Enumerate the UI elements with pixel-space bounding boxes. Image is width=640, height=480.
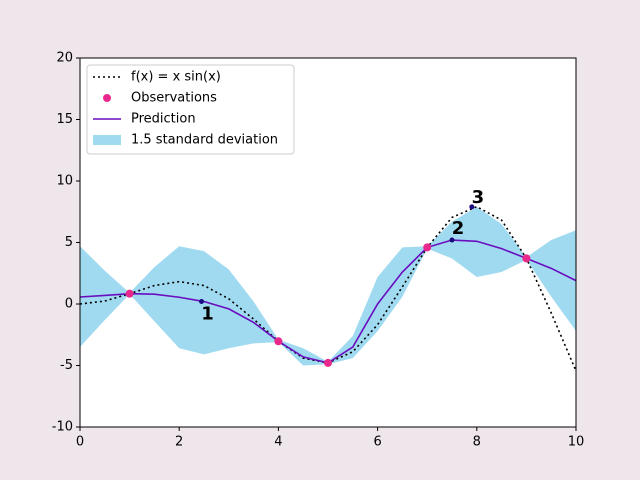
x-tick-label: 4 xyxy=(274,435,282,450)
x-tick-label: 6 xyxy=(373,435,381,450)
y-tick-label: -10 xyxy=(52,420,73,435)
band-layer xyxy=(80,206,576,366)
observation xyxy=(423,243,432,252)
legend: f(x) = x sin(x) Observations Prediction 1.5… xyxy=(86,64,295,155)
observation xyxy=(125,289,134,298)
y-tick-label: 10 xyxy=(56,174,73,189)
x-tick-label: 10 xyxy=(568,435,585,450)
std-band xyxy=(80,206,576,366)
legend-swatch xyxy=(93,135,121,145)
annotation-point xyxy=(199,299,205,305)
legend-label: 1.5 standard deviation xyxy=(131,133,278,148)
marker-layer: 1 23 xyxy=(125,187,531,367)
y-tick-label: 15 xyxy=(56,112,73,127)
y-tick-label: 20 xyxy=(56,51,73,66)
legend-label: Prediction xyxy=(131,112,196,127)
ticks: 0 2 4 6 8 10 -10 -5 0 5 10 15 20 xyxy=(52,51,585,450)
legend-box xyxy=(86,64,295,155)
y-tick-label: -5 xyxy=(60,358,73,373)
x-tick-label: 8 xyxy=(473,435,481,450)
legend-swatch xyxy=(103,94,111,102)
annotation-label: 1 xyxy=(201,304,214,325)
legend-label: f(x) = x sin(x) xyxy=(131,70,221,85)
observation xyxy=(522,254,531,263)
annotation-label: 3 xyxy=(472,187,485,208)
x-tick-label: 2 xyxy=(175,435,183,450)
annotation-label: 2 xyxy=(452,218,465,239)
y-tick-label: 5 xyxy=(65,235,73,250)
legend-label: Observations xyxy=(131,91,217,106)
annotation-point xyxy=(469,204,475,210)
x-tick-label: 0 xyxy=(76,435,84,450)
annotation-point xyxy=(449,237,455,243)
y-tick-label: 0 xyxy=(65,297,73,312)
observation xyxy=(324,358,332,367)
observation xyxy=(274,337,283,346)
